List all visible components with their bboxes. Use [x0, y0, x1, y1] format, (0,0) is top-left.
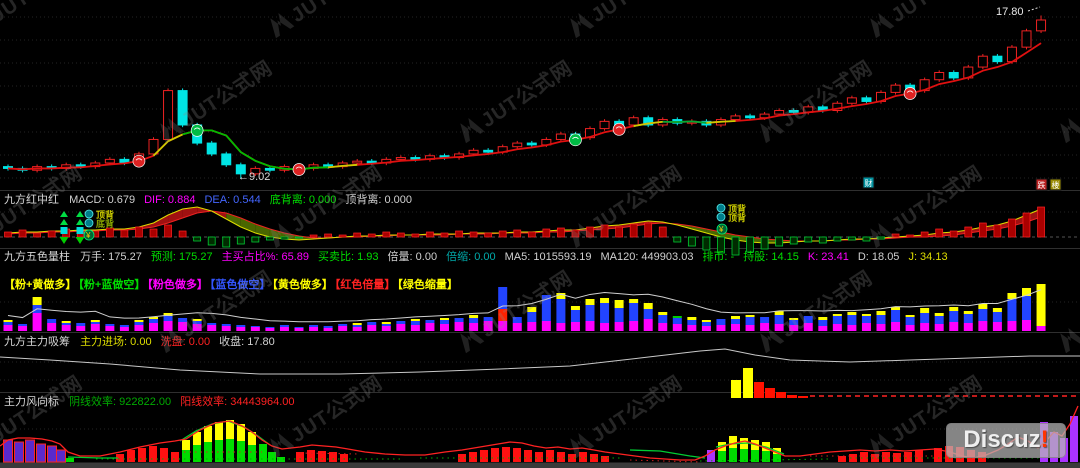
indicator-field: 阳线效率: 34443964.00	[180, 396, 295, 408]
indicator-field: 预测: 175.27	[150, 251, 213, 263]
signal-circle-icon	[612, 122, 626, 136]
indicator-field: 阴线效率: 922822.00	[69, 396, 172, 408]
signal-circle-icon	[190, 124, 204, 137]
volume-panel-title: 九方五色量柱	[4, 251, 70, 263]
signal-circle-icon	[903, 87, 917, 100]
yen-circle-icon	[716, 223, 728, 235]
indicator-field: 主买占比%: 65.89	[221, 251, 310, 263]
divergence-label: 顶背	[728, 203, 746, 214]
svg-text:财: 财	[865, 178, 873, 188]
indicator-field: D: 18.05	[857, 251, 900, 263]
divergence-label: 顶背	[728, 212, 746, 223]
macd-panel-header: 九方红中红 MACD: 0.679 DIF: 0.884 DEA: 0.544 底背离…	[4, 194, 421, 206]
legend-item: 【粉+黄做多】	[4, 279, 77, 291]
buy-arrow-icon	[76, 211, 84, 217]
indicator-field: DEA: 0.544	[204, 194, 261, 206]
divergence-label: 顶背	[96, 209, 114, 220]
divergence-label: 底背	[96, 218, 114, 229]
indicator-field: 持股: 14.15	[743, 251, 799, 263]
indicator-field: 顶背离: 0.000	[345, 194, 412, 206]
indicator-field: 倍量: 0.00	[387, 251, 438, 263]
indicator-field: 主力进场: 0.00	[80, 336, 152, 348]
marker-badge	[862, 176, 875, 189]
cyan-box-icon	[76, 227, 84, 234]
indicator-field: 收盘: 17.80	[219, 336, 275, 348]
wind-panel-title: 主力风向标	[4, 396, 59, 408]
indicator-field: 排币: -	[702, 251, 735, 263]
indicator-field: 买卖比: 1.93	[318, 251, 379, 263]
divergence-circle-icon	[716, 212, 726, 222]
svg-text:跌: 跌	[1038, 180, 1046, 190]
wind-panel-header: 主力风向标 阴线效率: 922822.00 阳线效率: 34443964.00	[4, 396, 304, 408]
marker-badge	[1049, 178, 1062, 191]
volume-panel-header: 九方五色量柱 万手: 175.27 预测: 175.27 主买占比%: 65.89 买…	[4, 251, 957, 263]
legend-item: 【黄色做多】	[272, 279, 333, 291]
indicator-field: J: 34.13	[908, 251, 948, 263]
buy-arrow-icon	[60, 211, 68, 217]
chips-panel-title: 九方主力吸筹	[4, 336, 70, 348]
svg-text:¥: ¥	[85, 231, 91, 240]
indicator-field: DIF: 0.884	[144, 194, 196, 206]
legend-item: 【红色倍量】	[334, 279, 396, 291]
discuz-text: Discuz	[963, 426, 1041, 453]
sell-triangle-icon	[75, 237, 85, 244]
indicator-field: MACD: 0.679	[69, 194, 136, 206]
indicator-field: 万手: 175.27	[80, 251, 142, 263]
divergence-circle-icon	[84, 209, 94, 219]
macd-panel-title: 九方红中红	[4, 194, 59, 206]
svg-text:¥: ¥	[718, 225, 724, 234]
discuz-bang: !	[1040, 426, 1049, 453]
signal-circle-icon	[569, 133, 582, 147]
indicator-field: 洗盘: 0.00	[160, 336, 211, 348]
legend-item: 【蓝色做空】	[209, 279, 271, 291]
divergence-circle-icon	[716, 203, 726, 213]
svg-text:楼: 楼	[1052, 180, 1060, 190]
volume-legend: 【粉+黄做多】 【粉+蓝做空】 【粉色做多】 【蓝色做空】 【黄色做多】 【红色倍量】 【绿…	[4, 276, 460, 292]
signal-circle-icon	[132, 154, 146, 168]
discuz-watermark: Discuz!	[946, 423, 1066, 458]
divergence-circle-icon	[84, 218, 94, 228]
sell-triangle-icon	[59, 237, 69, 244]
marker-badge	[1035, 178, 1048, 191]
cyan-box-icon	[60, 227, 68, 234]
last-price-label: 17.80	[996, 6, 1024, 18]
legend-item: 【粉色做多】	[147, 279, 208, 291]
indicator-field: 底背离: 0.000	[269, 194, 337, 206]
indicator-field: 倍缩: 0.00	[446, 251, 496, 263]
indicator-field: MA120: 449903.03	[600, 251, 694, 263]
low-price-label: ←9.02	[238, 171, 270, 183]
legend-item: 【粉+蓝做空】	[78, 279, 146, 291]
signal-circle-icon	[292, 163, 306, 176]
yen-circle-icon	[83, 229, 95, 241]
indicator-field: K: 23.41	[807, 251, 849, 263]
chips-panel-header: 九方主力吸筹 主力进场: 0.00 洗盘: 0.00 收盘: 17.80	[4, 336, 284, 348]
indicator-field: MA5: 1015593.19	[504, 251, 592, 263]
legend-item: 【绿色缩量】	[397, 279, 458, 291]
